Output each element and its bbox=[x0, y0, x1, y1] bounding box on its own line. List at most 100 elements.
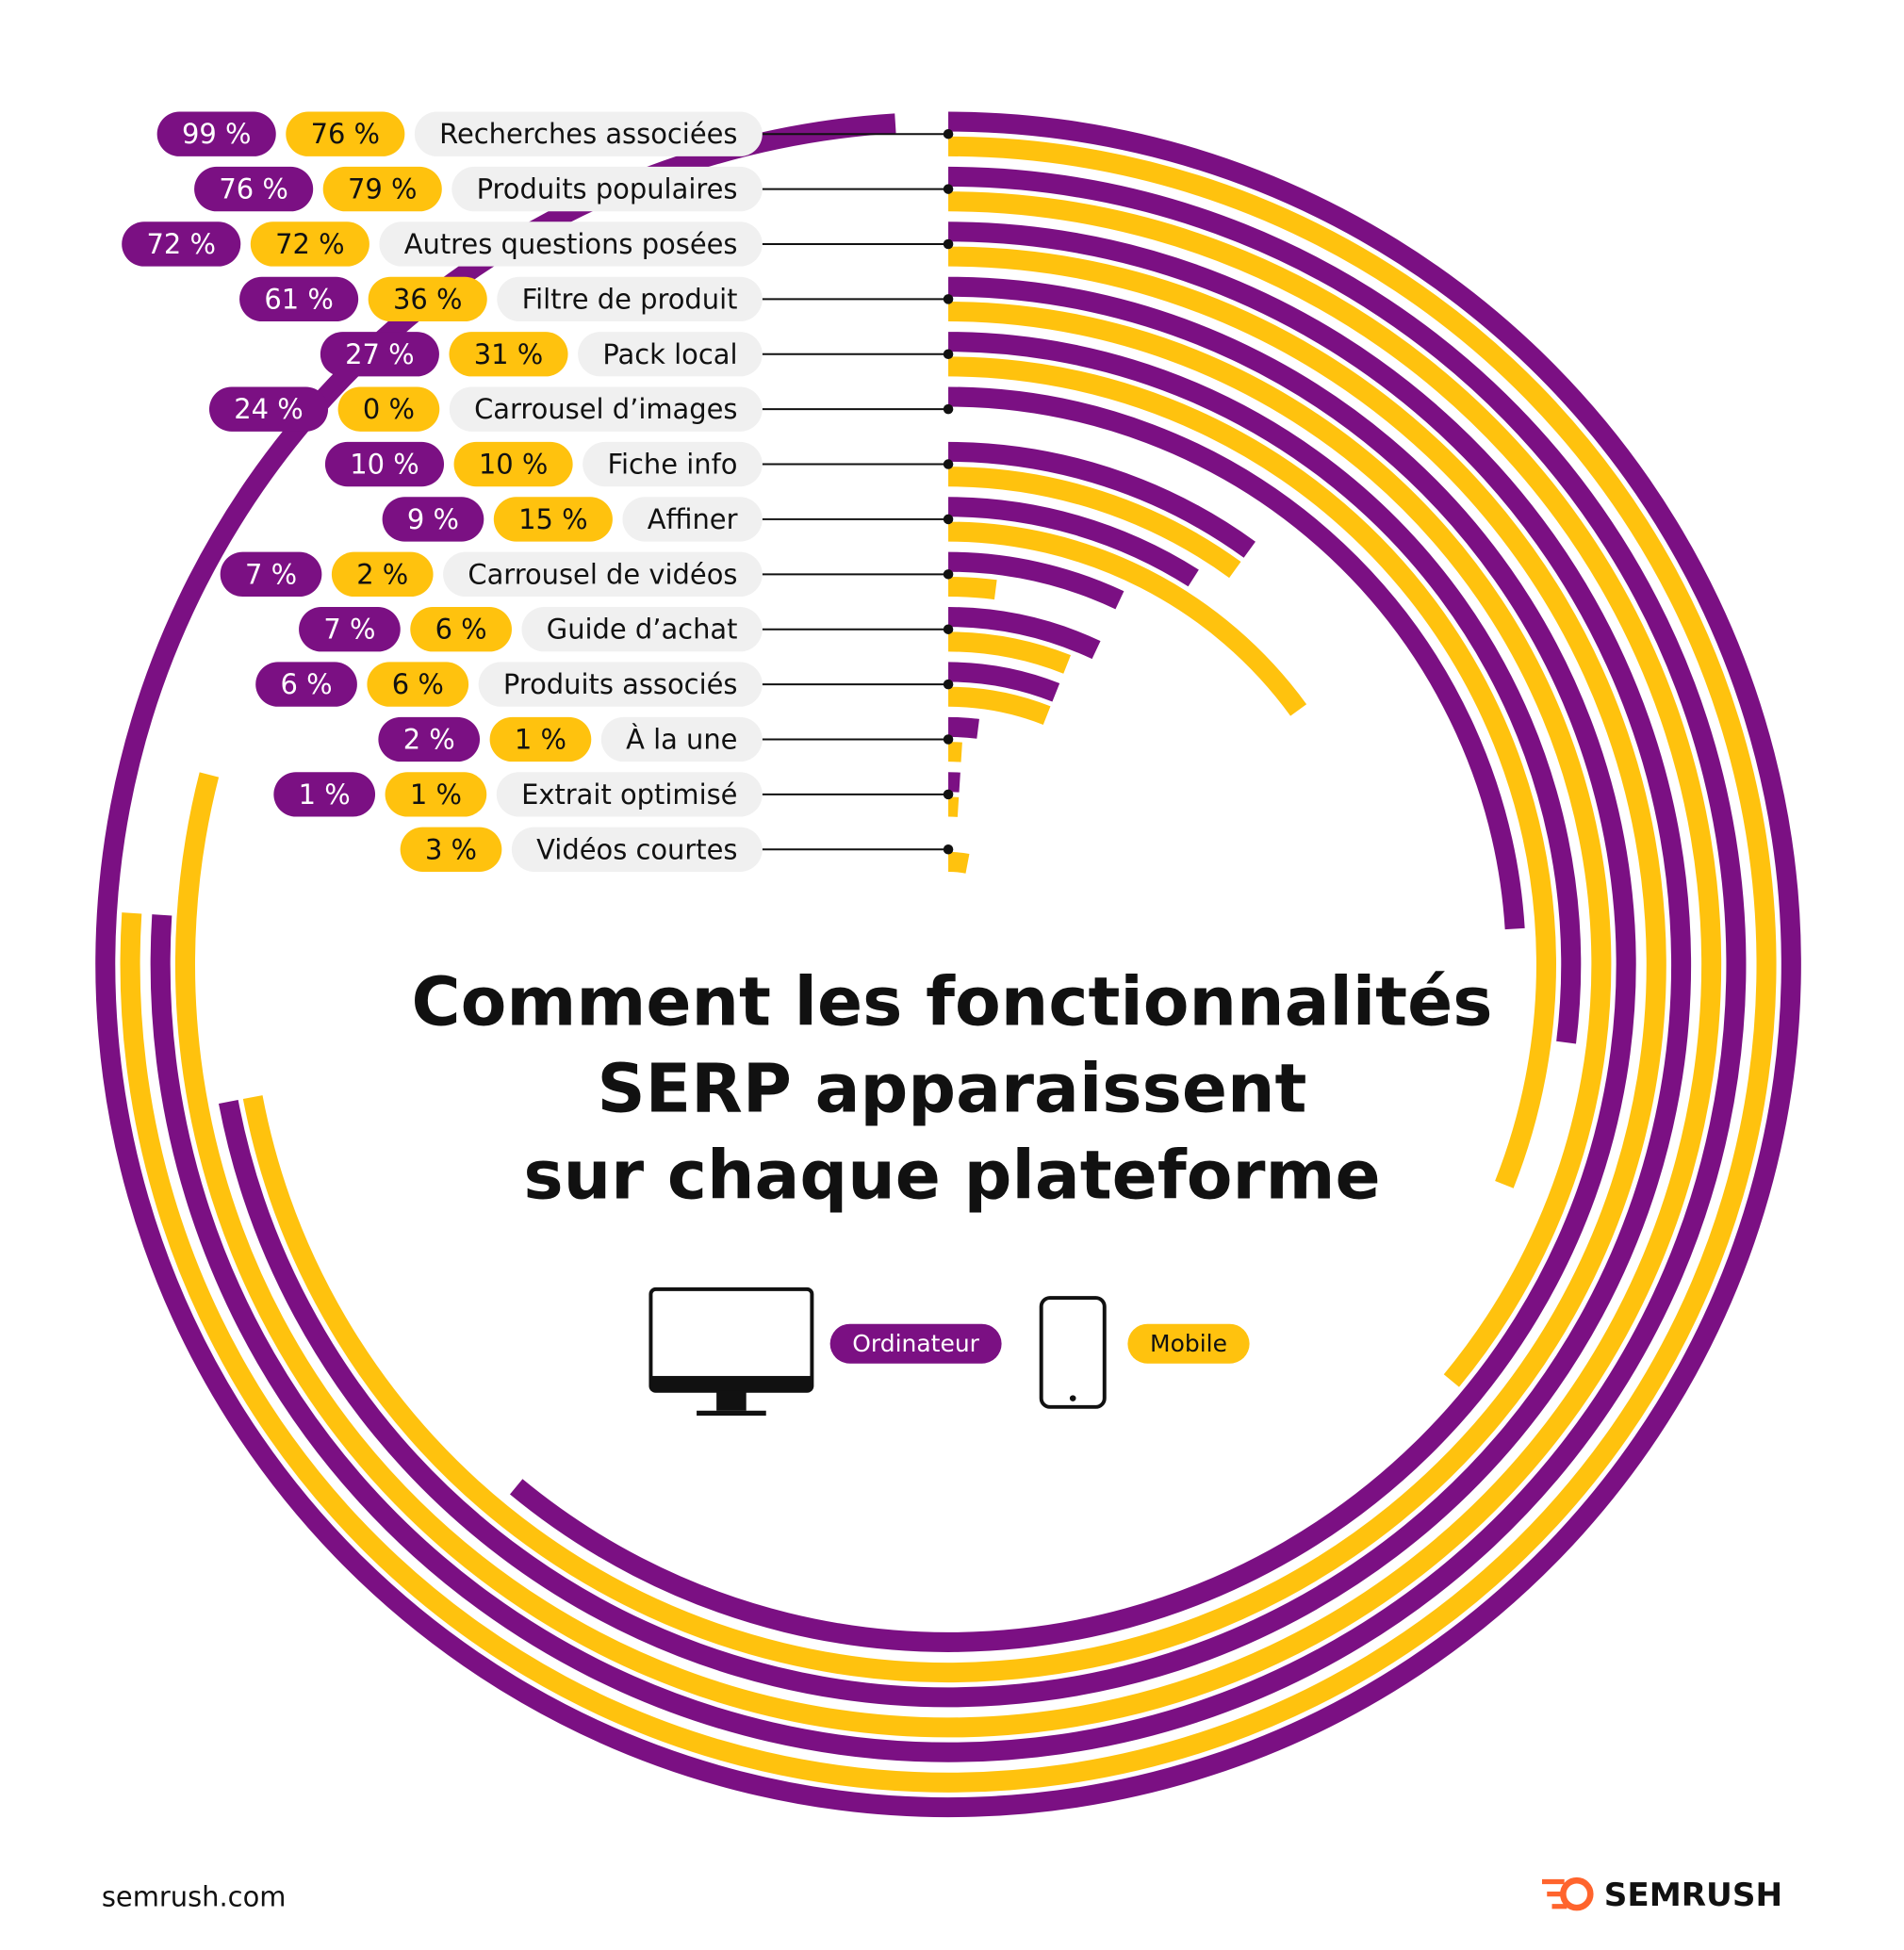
value-label: 76 % bbox=[194, 166, 314, 212]
value-label-bg bbox=[368, 276, 487, 322]
value-label-text: 27 % bbox=[345, 338, 414, 370]
connector-dot bbox=[943, 679, 954, 690]
legend-bg bbox=[1127, 1323, 1250, 1364]
value-label-bg bbox=[194, 166, 314, 212]
value-label-bg bbox=[156, 111, 276, 156]
value-label: 10 % bbox=[453, 441, 573, 487]
value-label-text: 6 % bbox=[435, 614, 487, 646]
value-label: 6 % bbox=[410, 607, 512, 652]
category-label-text: Produits populaires bbox=[477, 173, 738, 205]
value-label-text: 10 % bbox=[350, 449, 419, 481]
value-label-text: 72 % bbox=[147, 228, 216, 260]
arc-bar bbox=[948, 497, 1199, 587]
value-label-text: 31 % bbox=[474, 338, 543, 370]
arc-bar bbox=[150, 166, 1747, 1762]
chart-title: sur chaque plateforme bbox=[523, 1136, 1380, 1214]
value-label-text: 76 % bbox=[219, 173, 287, 205]
value-label-text: 7 % bbox=[323, 614, 375, 646]
category-label: Recherches associées bbox=[414, 111, 763, 156]
connector-dot bbox=[943, 459, 954, 469]
value-label: 7 % bbox=[220, 551, 322, 597]
value-label-text: 7 % bbox=[245, 558, 297, 590]
value-label-bg bbox=[382, 497, 484, 542]
connector-dot bbox=[943, 569, 954, 580]
category-label-bg bbox=[583, 441, 763, 487]
connector-dot bbox=[943, 349, 954, 360]
value-label: 99 % bbox=[156, 111, 276, 156]
category-label-text: Autres questions posées bbox=[404, 228, 738, 260]
category-label-bg bbox=[578, 332, 763, 377]
value-label: 76 % bbox=[286, 111, 405, 156]
brand: SEMRUSH bbox=[1604, 1876, 1782, 1914]
value-label-bg bbox=[449, 332, 568, 377]
category-label: Carrousel de vidéos bbox=[443, 551, 763, 597]
value-label-text: 15 % bbox=[518, 503, 587, 535]
category-label: Guide d’achat bbox=[521, 607, 763, 652]
category-label: Filtre de produit bbox=[497, 276, 763, 322]
value-label-text: 99 % bbox=[182, 118, 251, 150]
value-label-bg bbox=[239, 276, 359, 322]
category-label-text: Fiche info bbox=[607, 449, 737, 481]
connector-dot bbox=[943, 128, 954, 139]
value-label-text: 2 % bbox=[403, 723, 455, 755]
value-label-bg bbox=[255, 662, 357, 707]
value-label-text: 79 % bbox=[348, 173, 417, 205]
category-label-text: Produits associés bbox=[503, 668, 738, 700]
value-label-text: 76 % bbox=[311, 118, 380, 150]
value-label: 9 % bbox=[382, 497, 484, 542]
value-label: 0 % bbox=[337, 386, 440, 432]
category-label-text: Extrait optimisé bbox=[521, 778, 737, 811]
connector-dot bbox=[943, 734, 954, 745]
arc-bar bbox=[242, 246, 1666, 1682]
category-label-bg bbox=[622, 497, 763, 542]
connector-dot bbox=[943, 514, 954, 525]
value-label-bg bbox=[400, 827, 502, 872]
arc-bar bbox=[175, 191, 1722, 1738]
category-label: Affiner bbox=[622, 497, 763, 542]
value-label: 72 % bbox=[250, 221, 369, 267]
mobile-icon bbox=[1039, 1296, 1107, 1409]
value-label-text: 3 % bbox=[425, 833, 477, 865]
category-label-bg bbox=[496, 772, 763, 817]
connector-dot bbox=[943, 403, 954, 415]
value-label-bg bbox=[299, 607, 401, 652]
value-label: 1 % bbox=[273, 772, 376, 817]
value-label-text: 1 % bbox=[515, 723, 566, 755]
value-label-text: 24 % bbox=[234, 393, 303, 425]
value-label-text: 6 % bbox=[392, 668, 444, 700]
category-label-bg bbox=[379, 221, 763, 267]
category-label-text: Filtre de produit bbox=[522, 283, 738, 315]
arc-bar bbox=[947, 686, 1051, 726]
arc-bar bbox=[948, 607, 1101, 660]
value-label: 2 % bbox=[331, 551, 434, 597]
value-label-bg bbox=[322, 166, 442, 212]
connector-dot bbox=[943, 238, 954, 250]
value-label-text: 36 % bbox=[393, 283, 462, 315]
arc-bar bbox=[947, 576, 997, 600]
value-label-text: 10 % bbox=[479, 449, 548, 481]
desktop-icon bbox=[648, 1286, 814, 1417]
value-label: 6 % bbox=[255, 662, 357, 707]
arc-bar bbox=[948, 386, 1525, 930]
category-label-bg bbox=[443, 551, 763, 597]
value-label: 72 % bbox=[122, 221, 241, 267]
value-label-bg bbox=[337, 386, 440, 432]
value-label-bg bbox=[250, 221, 369, 267]
category-label-text: Recherches associées bbox=[439, 118, 737, 150]
value-label: 2 % bbox=[378, 716, 481, 762]
source: semrush.com bbox=[102, 1880, 287, 1912]
chart-title: Comment les fonctionnalités bbox=[411, 962, 1492, 1041]
category-label: Carrousel d’images bbox=[449, 386, 763, 432]
arc-bar bbox=[947, 662, 1060, 702]
category-label: Extrait optimisé bbox=[496, 772, 763, 817]
category-label: À la une bbox=[600, 716, 763, 762]
value-label: 27 % bbox=[320, 332, 439, 377]
connector-dot bbox=[943, 294, 954, 304]
value-label-bg bbox=[367, 662, 469, 707]
connector-dot bbox=[943, 184, 954, 194]
value-label-bg bbox=[493, 497, 613, 542]
category-label: Autres questions posées bbox=[379, 221, 763, 267]
arc-bar bbox=[947, 851, 970, 874]
